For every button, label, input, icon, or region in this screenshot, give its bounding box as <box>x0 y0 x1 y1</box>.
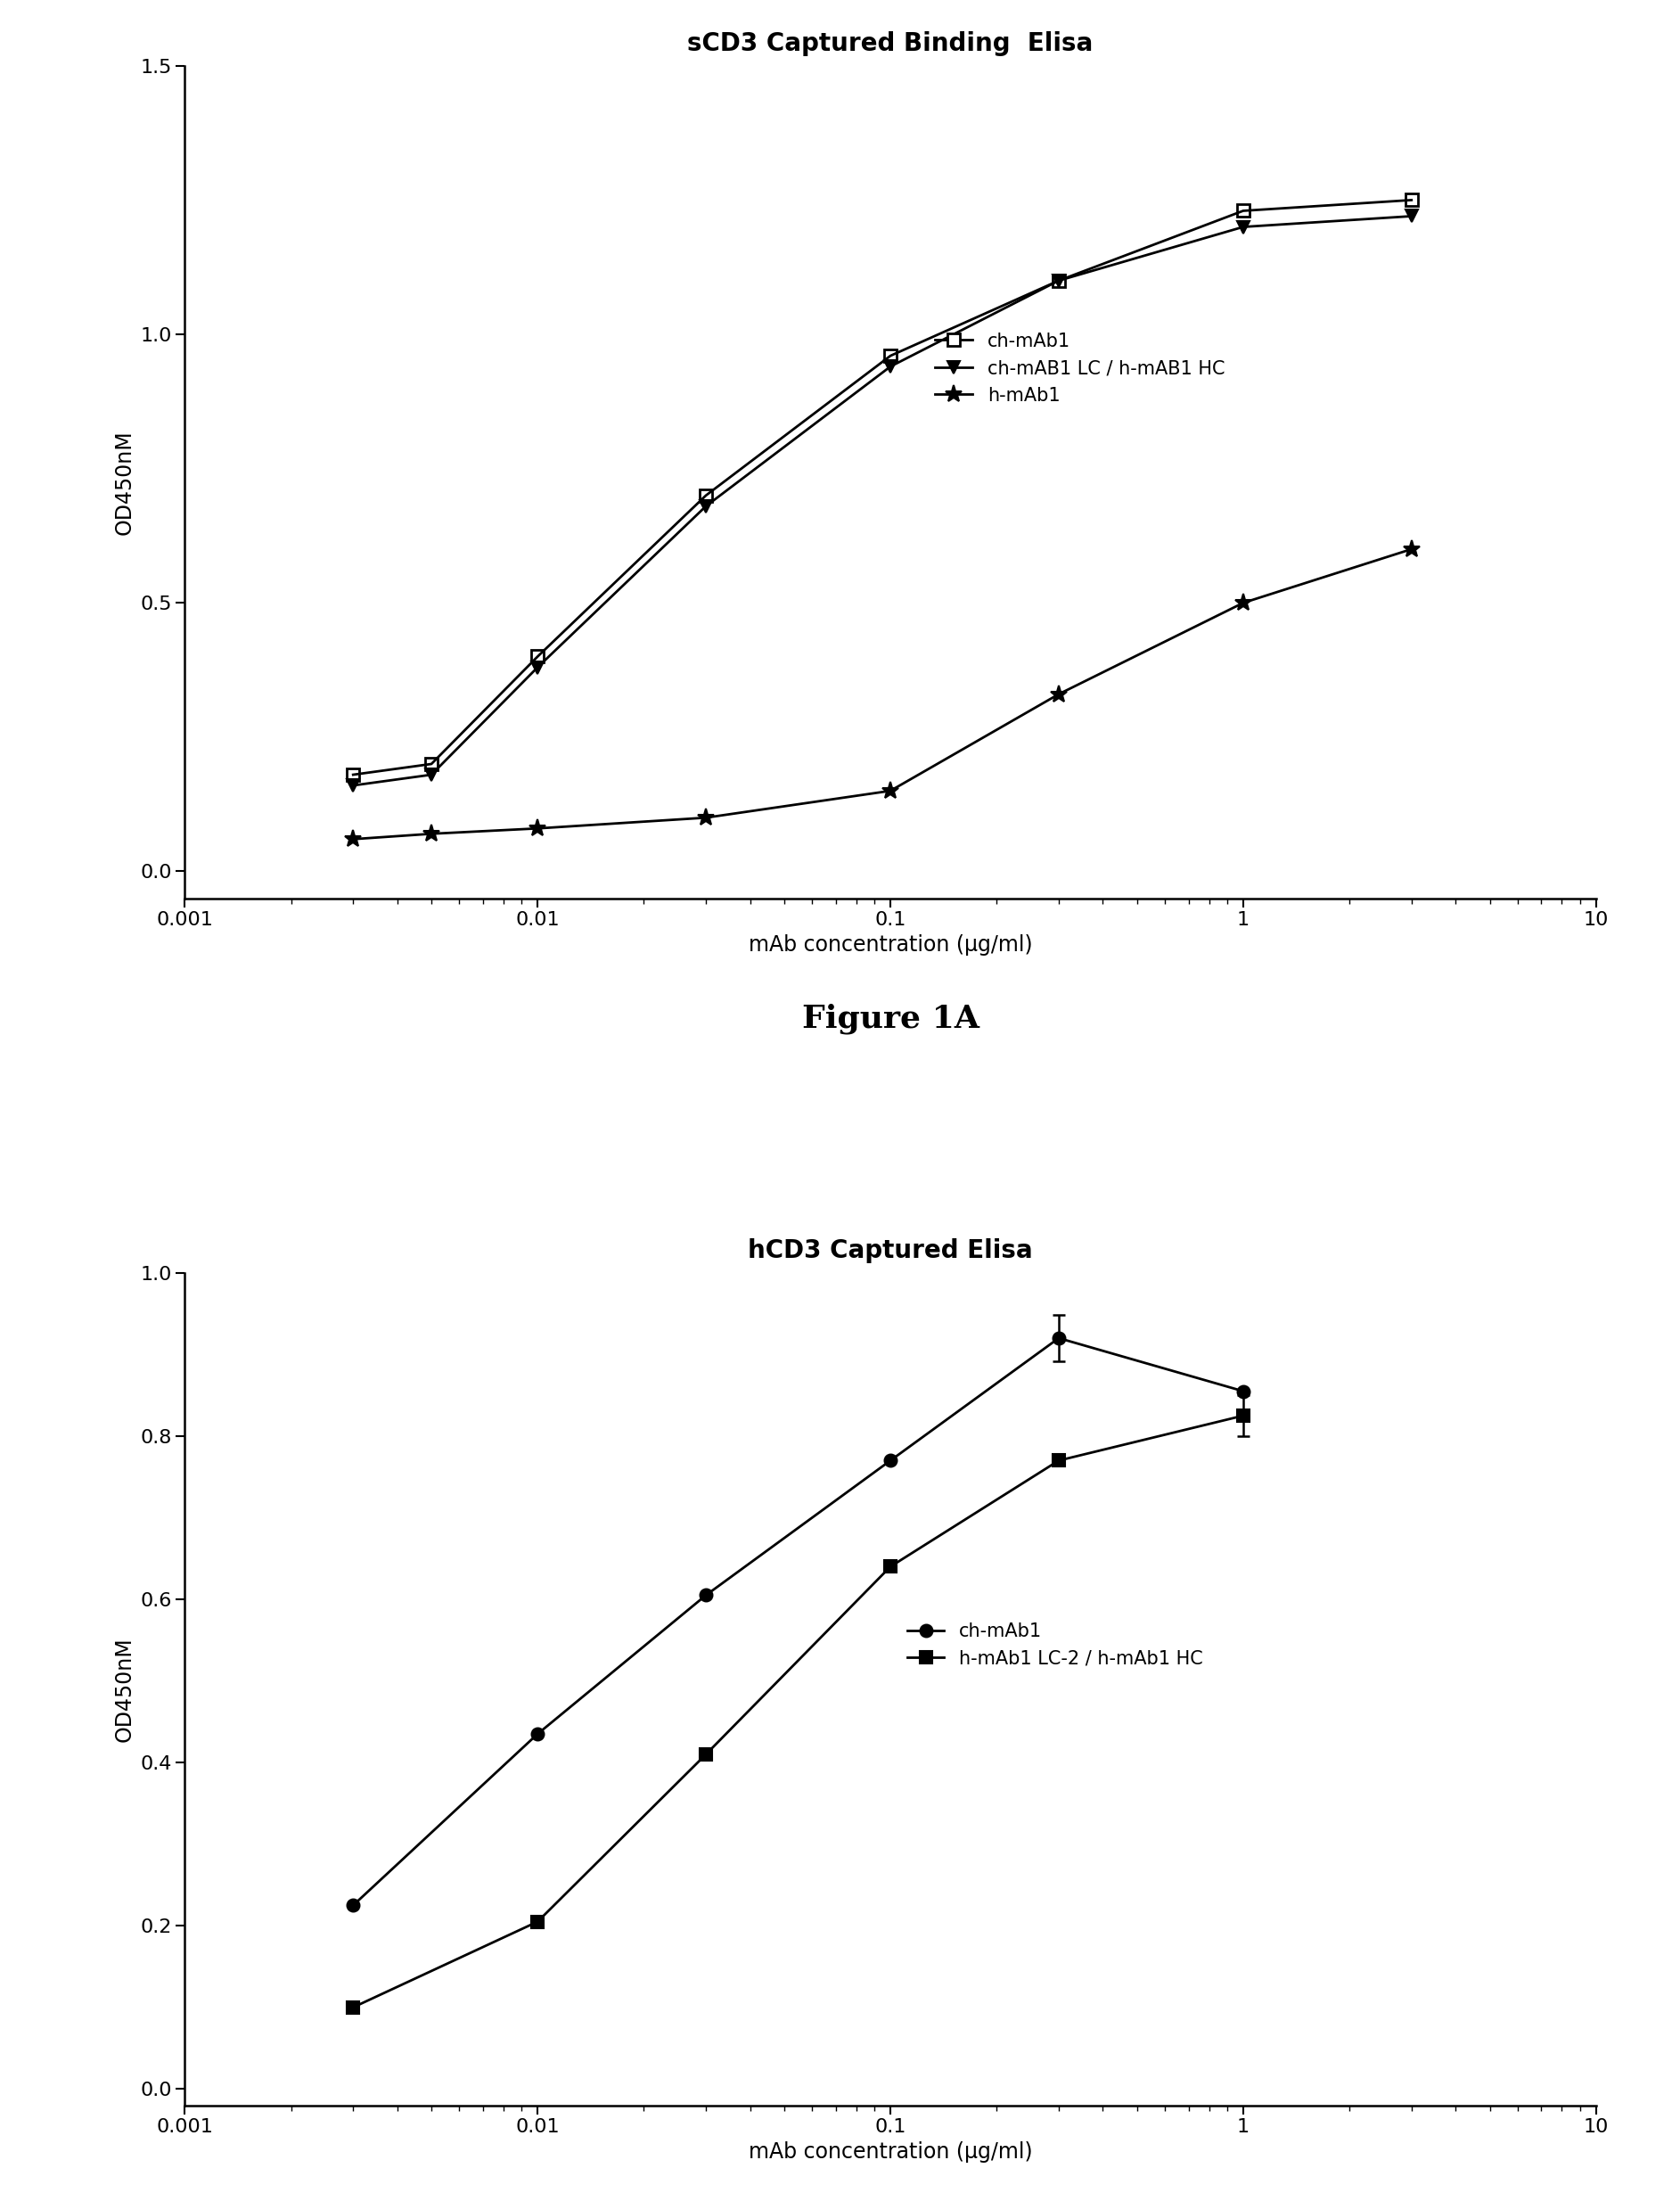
Y-axis label: OD450nM: OD450nM <box>114 1636 134 1741</box>
Text: Figure 1A: Figure 1A <box>801 1004 979 1035</box>
Y-axis label: OD450nM: OD450nM <box>114 430 134 535</box>
X-axis label: mAb concentration (μg/ml): mAb concentration (μg/ml) <box>748 934 1033 956</box>
Title: hCD3 Captured Elisa: hCD3 Captured Elisa <box>748 1239 1033 1263</box>
X-axis label: mAb concentration (μg/ml): mAb concentration (μg/ml) <box>748 2140 1033 2162</box>
Legend: ch-mAb1, h-mAb1 LC-2 / h-mAb1 HC: ch-mAb1, h-mAb1 LC-2 / h-mAb1 HC <box>900 1614 1211 1675</box>
Title: sCD3 Captured Binding  Elisa: sCD3 Captured Binding Elisa <box>687 31 1094 57</box>
Legend: ch-mAb1, ch-mAB1 LC / h-mAB1 HC, h-mAb1: ch-mAb1, ch-mAB1 LC / h-mAB1 HC, h-mAb1 <box>927 325 1231 412</box>
